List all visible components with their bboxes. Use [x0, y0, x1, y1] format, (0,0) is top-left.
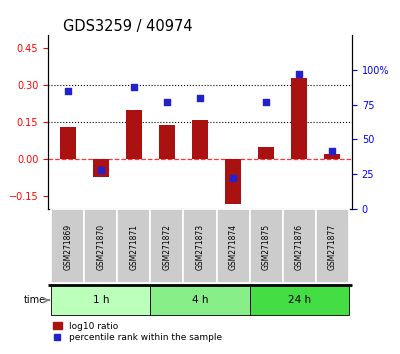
Point [329, 148, 335, 153]
Bar [250, 286, 349, 315]
Text: GSM271875: GSM271875 [262, 224, 270, 270]
Bar [283, 209, 316, 283]
Bar [150, 286, 250, 315]
Text: GSM271869: GSM271869 [63, 224, 72, 270]
Point [296, 72, 302, 77]
Bar [126, 110, 142, 159]
Text: 4 h: 4 h [192, 295, 208, 305]
Text: 1 h: 1 h [93, 295, 109, 305]
Point [263, 99, 269, 105]
Point [98, 167, 104, 173]
Bar [250, 209, 283, 283]
Bar [258, 147, 274, 159]
Text: GSM271870: GSM271870 [96, 224, 105, 270]
Point [164, 99, 170, 105]
Point [230, 176, 236, 181]
Bar [117, 209, 150, 283]
Bar [184, 209, 216, 283]
Point [131, 84, 137, 90]
Text: GSM271871: GSM271871 [130, 224, 138, 270]
Text: GSM271876: GSM271876 [295, 224, 304, 270]
Bar [216, 209, 250, 283]
Bar [93, 159, 109, 177]
Point [65, 88, 71, 94]
Point [197, 95, 203, 101]
Bar [51, 286, 150, 315]
Text: time: time [24, 295, 46, 305]
Bar [324, 154, 340, 159]
Text: GDS3259 / 40974: GDS3259 / 40974 [63, 19, 193, 34]
Bar [316, 209, 349, 283]
Bar [84, 209, 117, 283]
Text: GSM271872: GSM271872 [162, 224, 172, 270]
Bar [225, 159, 241, 204]
Legend: log10 ratio, percentile rank within the sample: log10 ratio, percentile rank within the … [52, 322, 222, 342]
Bar [51, 209, 84, 283]
Text: GSM271877: GSM271877 [328, 224, 337, 270]
Text: GSM271874: GSM271874 [228, 224, 238, 270]
Bar [150, 209, 184, 283]
Bar [159, 125, 175, 159]
Bar [192, 120, 208, 159]
Text: 24 h: 24 h [288, 295, 311, 305]
Bar [291, 78, 307, 159]
Text: GSM271873: GSM271873 [196, 224, 204, 270]
Bar [60, 127, 76, 159]
